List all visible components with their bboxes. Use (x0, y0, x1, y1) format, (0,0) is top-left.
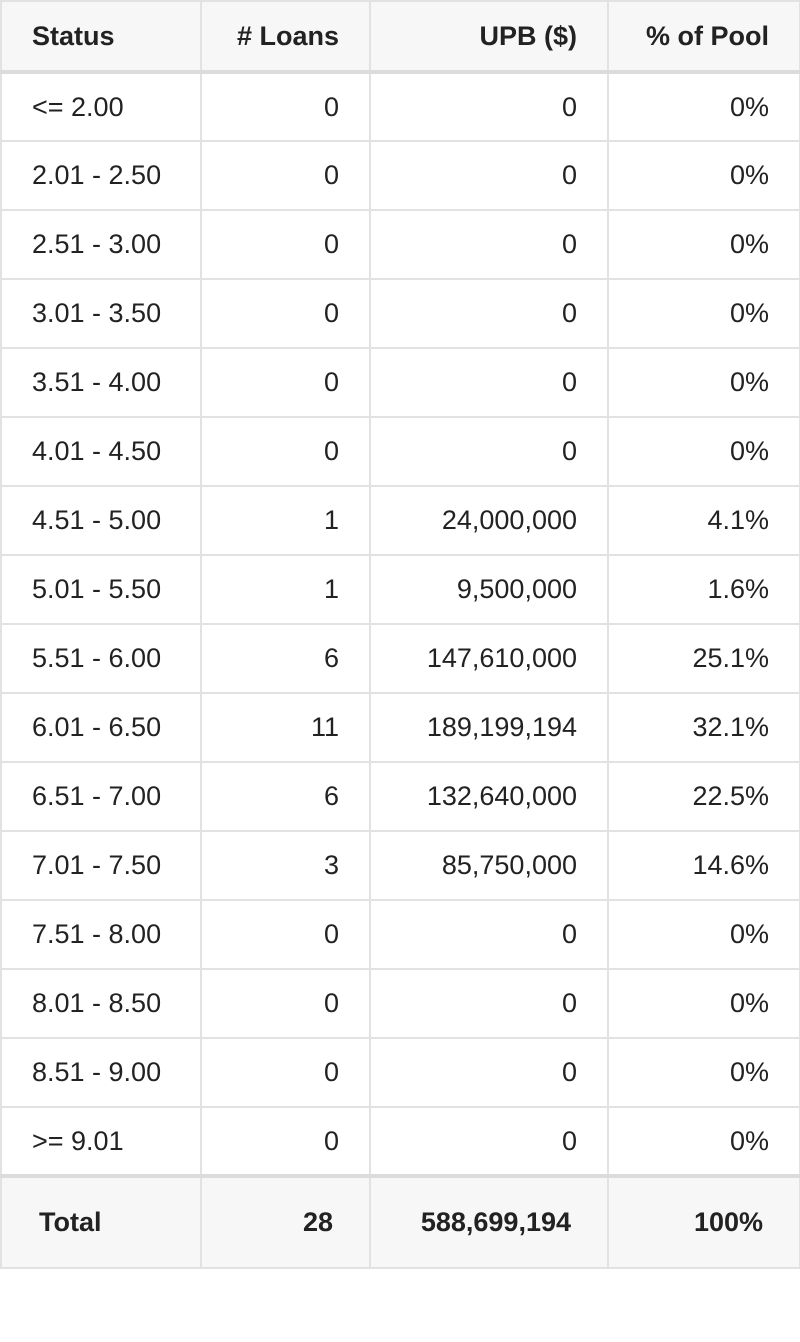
table-row: 3.51 - 4.00 0 0 0% (0, 347, 800, 418)
cell-loans: 0 (200, 416, 371, 487)
table-row: 7.51 - 8.00 0 0 0% (0, 899, 800, 970)
table-header: Status # Loans UPB ($) % of Pool (0, 0, 800, 74)
cell-loans: 0 (200, 1106, 371, 1177)
cell-pool-pct: 0% (607, 1106, 800, 1177)
table-body: <= 2.00 0 0 0% 2.01 - 2.50 0 0 0% 2.51 - 3.00 0 0 0… (0, 71, 800, 1177)
cell-status: 3.51 - 4.00 (0, 347, 202, 418)
table-row: 2.01 - 2.50 0 0 0% (0, 140, 800, 211)
cell-loans: 0 (200, 140, 371, 211)
cell-upb: 0 (369, 899, 609, 970)
total-pool-pct: 100% (607, 1174, 800, 1269)
cell-pool-pct: 1.6% (607, 554, 800, 625)
header-pool-pct: % of Pool (607, 0, 800, 74)
table-footer: Total 28 588,699,194 100% (0, 1174, 800, 1269)
cell-pool-pct: 22.5% (607, 761, 800, 832)
cell-loans: 0 (200, 209, 371, 280)
cell-status: 5.01 - 5.50 (0, 554, 202, 625)
total-loans: 28 (200, 1174, 371, 1269)
cell-loans: 0 (200, 899, 371, 970)
header-loans: # Loans (200, 0, 371, 74)
cell-loans: 11 (200, 692, 371, 763)
table-row: 8.01 - 8.50 0 0 0% (0, 968, 800, 1039)
cell-upb: 9,500,000 (369, 554, 609, 625)
cell-upb: 0 (369, 71, 609, 142)
table-row: 2.51 - 3.00 0 0 0% (0, 209, 800, 280)
table-row: 4.01 - 4.50 0 0 0% (0, 416, 800, 487)
table-row: 8.51 - 9.00 0 0 0% (0, 1037, 800, 1108)
cell-loans: 0 (200, 1037, 371, 1108)
table-row: 4.51 - 5.00 1 24,000,000 4.1% (0, 485, 800, 556)
cell-pool-pct: 4.1% (607, 485, 800, 556)
cell-pool-pct: 0% (607, 278, 800, 349)
table-row: >= 9.01 0 0 0% (0, 1106, 800, 1177)
table-row: 5.51 - 6.00 6 147,610,000 25.1% (0, 623, 800, 694)
cell-loans: 3 (200, 830, 371, 901)
cell-status: <= 2.00 (0, 71, 202, 142)
cell-upb: 132,640,000 (369, 761, 609, 832)
cell-pool-pct: 0% (607, 71, 800, 142)
table-row: 7.01 - 7.50 3 85,750,000 14.6% (0, 830, 800, 901)
cell-loans: 1 (200, 554, 371, 625)
cell-status: 7.01 - 7.50 (0, 830, 202, 901)
cell-loans: 6 (200, 623, 371, 694)
cell-upb: 0 (369, 140, 609, 211)
cell-pool-pct: 14.6% (607, 830, 800, 901)
total-row: Total 28 588,699,194 100% (0, 1174, 800, 1269)
cell-loans: 0 (200, 968, 371, 1039)
cell-upb: 24,000,000 (369, 485, 609, 556)
cell-upb: 0 (369, 278, 609, 349)
table-row: <= 2.00 0 0 0% (0, 71, 800, 142)
cell-upb: 0 (369, 968, 609, 1039)
cell-pool-pct: 0% (607, 140, 800, 211)
cell-status: 7.51 - 8.00 (0, 899, 202, 970)
header-row: Status # Loans UPB ($) % of Pool (0, 0, 800, 74)
cell-loans: 6 (200, 761, 371, 832)
cell-pool-pct: 0% (607, 1037, 800, 1108)
cell-upb: 147,610,000 (369, 623, 609, 694)
cell-loans: 0 (200, 347, 371, 418)
header-status: Status (0, 0, 202, 74)
cell-status: 2.51 - 3.00 (0, 209, 202, 280)
cell-status: >= 9.01 (0, 1106, 202, 1177)
total-label: Total (0, 1174, 202, 1269)
cell-pool-pct: 0% (607, 416, 800, 487)
cell-pool-pct: 0% (607, 209, 800, 280)
cell-upb: 0 (369, 209, 609, 280)
table-row: 5.01 - 5.50 1 9,500,000 1.6% (0, 554, 800, 625)
cell-pool-pct: 0% (607, 347, 800, 418)
cell-status: 5.51 - 6.00 (0, 623, 202, 694)
cell-status: 2.01 - 2.50 (0, 140, 202, 211)
cell-upb: 0 (369, 1106, 609, 1177)
cell-upb: 85,750,000 (369, 830, 609, 901)
cell-status: 4.01 - 4.50 (0, 416, 202, 487)
cell-pool-pct: 32.1% (607, 692, 800, 763)
loan-rate-table: Status # Loans UPB ($) % of Pool <= 2.00… (0, 0, 800, 1269)
total-upb: 588,699,194 (369, 1174, 609, 1269)
cell-upb: 0 (369, 1037, 609, 1108)
table-row: 6.51 - 7.00 6 132,640,000 22.5% (0, 761, 800, 832)
cell-loans: 1 (200, 485, 371, 556)
cell-pool-pct: 0% (607, 968, 800, 1039)
cell-status: 6.01 - 6.50 (0, 692, 202, 763)
table-row: 6.01 - 6.50 11 189,199,194 32.1% (0, 692, 800, 763)
cell-loans: 0 (200, 278, 371, 349)
cell-status: 3.01 - 3.50 (0, 278, 202, 349)
table-row: 3.01 - 3.50 0 0 0% (0, 278, 800, 349)
header-upb: UPB ($) (369, 0, 609, 74)
cell-loans: 0 (200, 71, 371, 142)
cell-status: 8.51 - 9.00 (0, 1037, 202, 1108)
cell-pool-pct: 25.1% (607, 623, 800, 694)
cell-status: 6.51 - 7.00 (0, 761, 202, 832)
cell-upb: 0 (369, 347, 609, 418)
cell-pool-pct: 0% (607, 899, 800, 970)
cell-status: 8.01 - 8.50 (0, 968, 202, 1039)
cell-upb: 189,199,194 (369, 692, 609, 763)
cell-status: 4.51 - 5.00 (0, 485, 202, 556)
cell-upb: 0 (369, 416, 609, 487)
